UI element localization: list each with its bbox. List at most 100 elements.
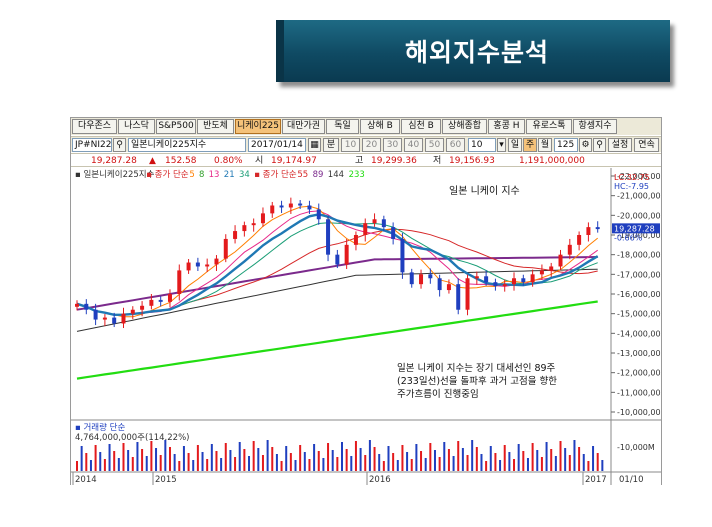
volume-bar xyxy=(387,446,390,471)
tab-4[interactable]: 니케이225 xyxy=(235,119,281,134)
day-button[interactable]: 일 xyxy=(508,138,522,152)
volume-bar xyxy=(94,445,97,471)
tab-8[interactable]: 심천 B xyxy=(401,119,441,134)
last-price-box xyxy=(612,223,660,234)
legend-ma-144: 144 xyxy=(328,170,344,180)
index-tab-bar: 다우존스 나스닥 S&P500 반도체 니케이225 대만가권 독일 상해 B 심천 B 상해종합… xyxy=(71,118,661,135)
tab-9[interactable]: 상해종합 xyxy=(442,119,487,134)
volume-bar xyxy=(564,448,567,471)
candle-body xyxy=(205,264,210,267)
candle-body xyxy=(270,205,275,214)
volume-bar xyxy=(438,457,441,471)
candle-body xyxy=(279,205,284,208)
candle-body xyxy=(567,244,572,255)
slide-title: 해외지수분석 xyxy=(404,38,549,67)
volume-bar xyxy=(573,440,576,471)
candle-body xyxy=(484,276,489,283)
ma21-line xyxy=(76,213,599,317)
period-button-4[interactable]: 40 xyxy=(404,138,423,152)
candle-body xyxy=(93,309,98,320)
legend-series: ▪ 일본니케이225지수 xyxy=(75,169,155,180)
candle-body xyxy=(465,278,470,310)
search-icon[interactable]: ⚲ xyxy=(113,138,126,152)
volume-value: 1,191,000,000 xyxy=(519,156,585,166)
volume-bar xyxy=(513,459,516,471)
tab-10[interactable]: 홍콩 H xyxy=(488,119,525,134)
volume-bar xyxy=(550,449,553,471)
x-tick-label-2015: 2015 xyxy=(155,475,177,485)
candle-body xyxy=(428,274,433,279)
volume-bar xyxy=(587,461,590,471)
period-button-5[interactable]: 50 xyxy=(425,138,444,152)
chart-comment-line-1: 일본 니케이 지수는 장기 대세선인 89주 xyxy=(397,363,556,374)
candle-body xyxy=(307,205,312,210)
count-field[interactable]: 125 xyxy=(554,138,578,152)
tab-7[interactable]: 상해 B xyxy=(360,119,400,134)
y-tick-label: -21,000,00 xyxy=(617,192,661,201)
tab-11[interactable]: 유로스톡 xyxy=(526,119,572,134)
candle-body xyxy=(530,274,535,283)
week-button[interactable]: 주 xyxy=(523,138,537,152)
volume-bar xyxy=(392,453,395,471)
code-field[interactable]: JP#NI225 xyxy=(72,138,112,152)
tab-2[interactable]: S&P500 xyxy=(156,119,196,134)
volume-bar xyxy=(401,445,404,471)
volume-bar xyxy=(461,448,464,471)
volume-bar xyxy=(285,446,288,471)
volume-bar xyxy=(526,458,529,471)
candle-body xyxy=(456,284,461,310)
tab-12[interactable]: 항셍지수 xyxy=(573,119,617,134)
volume-bar xyxy=(224,443,227,471)
tab-5[interactable]: 대만가권 xyxy=(282,119,325,134)
chart-area[interactable]: -10,000,00 -11,000,00 -12,000,00 -13,000,00… xyxy=(71,168,661,485)
price-chart[interactable]: -10,000,00 -11,000,00 -12,000,00 -13,000,00… xyxy=(71,168,661,485)
chevron-down-icon[interactable]: ▾ xyxy=(497,138,506,152)
candle-body xyxy=(335,254,340,265)
month-button[interactable]: 월 xyxy=(538,138,552,152)
volume-bar xyxy=(503,445,506,471)
period-button-3[interactable]: 30 xyxy=(383,138,402,152)
volume-bar xyxy=(327,443,330,471)
calendar-icon[interactable]: ▦ xyxy=(308,138,321,152)
volume-bar xyxy=(187,453,190,471)
candle-body xyxy=(363,223,368,235)
tab-3[interactable]: 반도체 xyxy=(197,119,234,134)
y-tick-label: -17,000,00 xyxy=(617,270,661,279)
volume-bar xyxy=(433,450,436,471)
ma144-line xyxy=(76,268,598,332)
period-button-1[interactable]: 10 xyxy=(341,138,360,152)
candle-body xyxy=(586,227,591,235)
y-tick-label: -20,000,00 xyxy=(617,211,661,220)
tab-0[interactable]: 다우존스 xyxy=(72,119,117,134)
period-select[interactable]: 10 xyxy=(468,138,496,152)
name-field[interactable]: 일본니케이225지수 xyxy=(128,138,246,152)
volume-bar xyxy=(494,453,497,471)
volume-bar xyxy=(136,442,139,471)
legend-short-ma-label: ▪ 종가 단순 xyxy=(146,169,189,180)
date-field[interactable]: 2017/01/14 xyxy=(248,138,306,152)
volume-bar xyxy=(206,459,209,471)
magnifier-icon[interactable]: ⚲ xyxy=(593,138,606,152)
x-tick-label-2014: 2014 xyxy=(75,475,97,485)
volume-bar xyxy=(103,459,106,471)
candle-body xyxy=(558,254,563,267)
tab-1[interactable]: 나스닥 xyxy=(118,119,155,134)
volume-bar xyxy=(475,447,478,471)
candle-body xyxy=(167,294,172,302)
candle-body xyxy=(121,313,126,324)
high-label: 고 xyxy=(355,156,364,166)
tab-6[interactable]: 독일 xyxy=(326,119,359,134)
chart-options-icon[interactable]: ⚙ xyxy=(579,138,592,152)
period-button-2[interactable]: 20 xyxy=(362,138,381,152)
period-button-6[interactable]: 60 xyxy=(446,138,465,152)
chart-comment-line-2: (233일선)선을 돌파후 과거 고점을 향한 xyxy=(397,375,557,387)
period-button-0[interactable]: 분 xyxy=(323,138,339,152)
volume-bar xyxy=(122,443,125,471)
volume-bar xyxy=(485,461,488,471)
continuous-button[interactable]: 연속 xyxy=(634,138,659,152)
hc-readout: HC:-7.95 xyxy=(614,182,649,191)
volume-bar xyxy=(396,460,399,471)
volume-bar xyxy=(508,452,511,471)
volume-bar xyxy=(499,460,502,471)
settings-button[interactable]: 설정 xyxy=(608,138,632,152)
